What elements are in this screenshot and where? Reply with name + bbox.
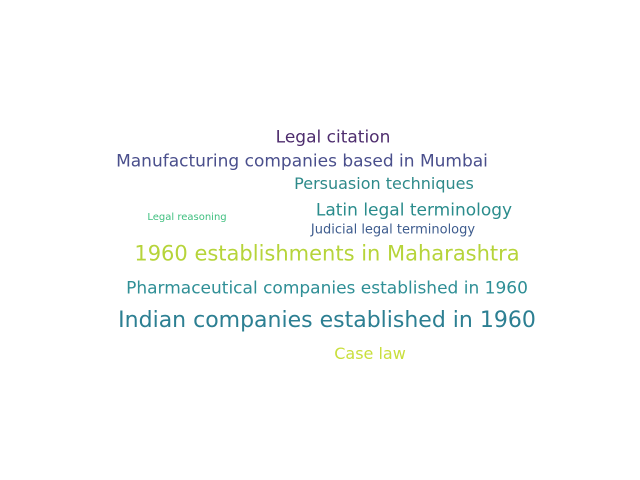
word-case-law: Case law bbox=[334, 344, 406, 363]
word-legal-citation: Legal citation bbox=[275, 127, 391, 148]
word-pharmaceutical-companies-1960: Pharmaceutical companies established in … bbox=[126, 278, 528, 299]
word-indian-companies-1960: Indian companies established in 1960 bbox=[118, 308, 536, 333]
word-legal-reasoning: Legal reasoning bbox=[147, 212, 227, 223]
word-manufacturing-companies-mumbai: Manufacturing companies based in Mumbai bbox=[116, 151, 488, 172]
word-1960-establishments-maharashtra: 1960 establishments in Maharashtra bbox=[134, 241, 520, 266]
word-latin-legal-terminology: Latin legal terminology bbox=[315, 200, 513, 221]
word-judicial-legal-terminology: Judicial legal terminology bbox=[310, 222, 476, 238]
word-persuasion-techniques: Persuasion techniques bbox=[294, 174, 474, 193]
